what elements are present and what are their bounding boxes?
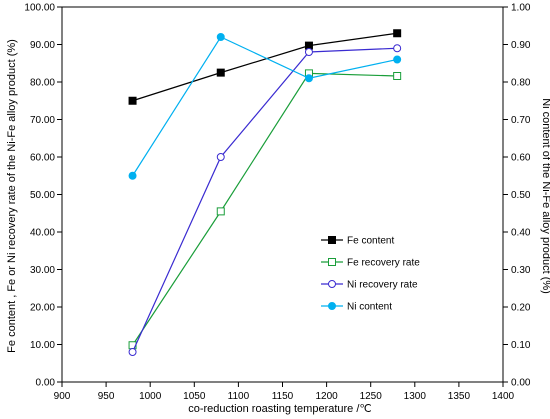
- y2-tick-label: 0.60: [511, 153, 531, 164]
- x-tick-label: 900: [54, 391, 71, 402]
- data-point: [304, 74, 313, 83]
- data-point: [128, 171, 137, 180]
- legend-label: Fe recovery rate: [347, 258, 420, 269]
- y-tick-label: 40.00: [30, 228, 55, 239]
- x-tick-label: 1350: [448, 391, 471, 402]
- data-point: [328, 302, 336, 310]
- data-point: [304, 48, 313, 56]
- y-tick-label: 80.00: [30, 78, 55, 89]
- series-ni-recovery-rate: [128, 44, 402, 356]
- data-point: [128, 96, 137, 105]
- y-tick-label: 20.00: [30, 303, 55, 314]
- series-line: [132, 32, 398, 102]
- y2-axis-label: Ni content of the Ni-Fe alloy product (%…: [540, 98, 550, 294]
- data-point: [216, 33, 225, 41]
- legend-label: Fe content: [347, 236, 394, 247]
- legend: Fe content Fe recovery rate Ni recovery ra…: [321, 236, 420, 313]
- x-tick-label: 1250: [360, 391, 383, 402]
- y2-tick-label: 0.70: [511, 115, 531, 126]
- y2-tick-label: 0.20: [511, 303, 531, 314]
- y-tick-label: 70.00: [30, 115, 55, 126]
- y-tick-label: 90.00: [30, 40, 55, 51]
- y-tick-label: 10.00: [30, 340, 55, 351]
- data-point: [216, 207, 225, 216]
- legend-label: Ni content: [347, 302, 392, 313]
- data-point: [128, 348, 137, 356]
- y2-tick-label: 1.00: [511, 3, 531, 14]
- x-tick-label: 1400: [492, 391, 515, 402]
- y2-tick-label: 0.40: [511, 228, 531, 239]
- series-layer: [128, 29, 402, 356]
- legend-item: Fe content: [321, 236, 394, 247]
- data-point: [328, 258, 336, 266]
- y2-tick-label: 0.80: [511, 78, 531, 89]
- data-point: [328, 280, 336, 288]
- x-axis-label: co-reduction roasting temperature /℃: [188, 403, 372, 415]
- x-tick-label: 1200: [315, 391, 338, 402]
- y-tick-label: 100.00: [24, 3, 55, 14]
- data-point: [328, 236, 336, 244]
- plot-area: [61, 6, 504, 383]
- series-fe-recovery-rate: [128, 69, 402, 350]
- plot-border: [61, 6, 504, 383]
- x-tick-label: 1300: [404, 391, 427, 402]
- series-ni-content: [128, 33, 402, 180]
- y-axis-label: Fe content , Fe or Ni recovery rate of t…: [6, 39, 18, 353]
- x-tick-label: 1150: [272, 391, 294, 402]
- y2-tick-label: 0.50: [511, 190, 531, 201]
- y2-tick-label: 0.90: [511, 40, 531, 51]
- y2-tick-label: 0.30: [511, 265, 531, 276]
- data-point: [393, 55, 402, 64]
- x-tick-label: 1050: [183, 391, 206, 402]
- series-line: [132, 36, 398, 177]
- legend-item: Fe recovery rate: [321, 258, 420, 269]
- x-tick-label: 1000: [139, 391, 162, 402]
- series-line: [132, 72, 398, 346]
- series-line: [132, 47, 398, 353]
- legend-label: Ni recovery rate: [347, 280, 418, 291]
- x-tick-label: 1100: [228, 391, 250, 402]
- legend-item: Ni recovery rate: [321, 280, 418, 291]
- data-point: [393, 29, 402, 38]
- data-point: [393, 44, 402, 53]
- legend-item: Ni content: [321, 302, 392, 313]
- data-point: [216, 68, 225, 77]
- data-point: [393, 72, 402, 80]
- y-tick-label: 30.00: [30, 265, 55, 276]
- y2-tick-label: 0.10: [511, 340, 531, 351]
- y-tick-label: 60.00: [30, 153, 55, 164]
- x-tick-label: 950: [98, 391, 115, 402]
- axis-ticks: 900 950 1000 1050 1100 1150 1200 1250 1300 1350 14…: [24, 3, 530, 403]
- y2-tick-label: 0.00: [511, 378, 531, 389]
- y-tick-label: 0.00: [36, 378, 56, 389]
- data-point: [216, 153, 225, 161]
- y-tick-label: 50.00: [30, 190, 55, 201]
